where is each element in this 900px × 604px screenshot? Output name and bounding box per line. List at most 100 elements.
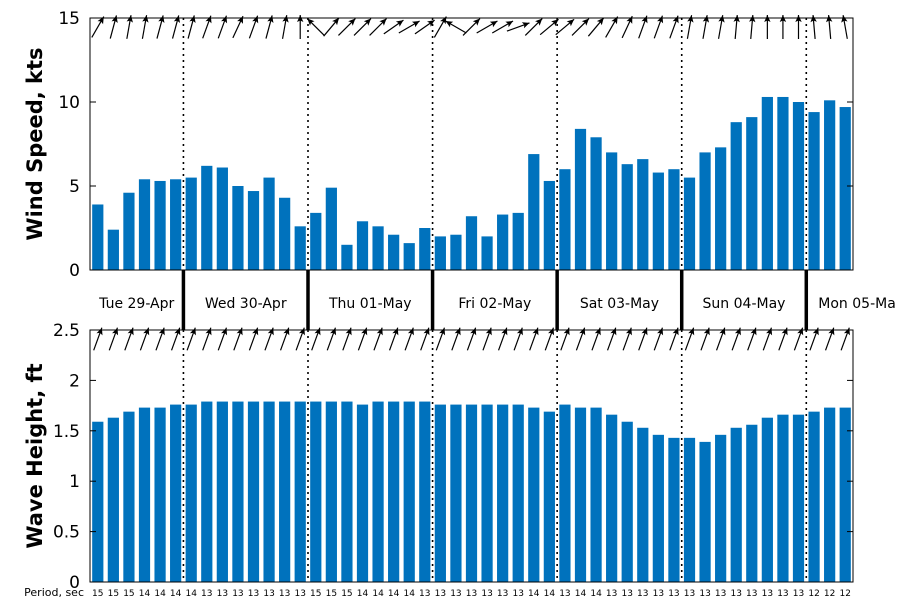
- wind-bar: [154, 180, 166, 270]
- wind-direction-arrow: [126, 15, 133, 39]
- wind-bar: [497, 214, 509, 270]
- wave-bar: [559, 404, 571, 582]
- wind-bar: [107, 229, 119, 270]
- wind-bar: [341, 244, 353, 270]
- wind-ytick-label: 5: [69, 177, 80, 197]
- wind-bar: [652, 172, 664, 270]
- period-value: 14: [590, 589, 602, 599]
- day-label: Sat 03-May: [580, 296, 659, 312]
- wind-bar: [185, 177, 197, 270]
- wind-bar: [465, 216, 478, 270]
- wind-bar: [715, 147, 727, 270]
- wind-direction-arrow: [171, 15, 181, 39]
- wave-bar: [839, 407, 851, 582]
- period-value: 13: [201, 589, 212, 599]
- wind-direction-arrow: [156, 15, 165, 39]
- wind-direction-arrow: [749, 14, 756, 40]
- wind-bar: [528, 154, 540, 270]
- wind-direction-arrow: [414, 19, 435, 35]
- wind-bar: [574, 128, 587, 270]
- period-value: 13: [497, 589, 508, 599]
- wind-bar: [263, 177, 275, 270]
- wave-bar: [637, 427, 649, 582]
- period-value: 13: [419, 589, 430, 599]
- wave-bar: [310, 401, 322, 582]
- wind-bar: [777, 96, 789, 271]
- period-value: 14: [575, 589, 587, 599]
- wave-bar: [761, 417, 773, 582]
- wind-bar: [450, 234, 462, 270]
- wave-bar: [294, 401, 306, 582]
- wave-bar: [574, 407, 587, 582]
- wind-direction-arrow: [539, 18, 559, 36]
- wave-axes-box: [89, 329, 854, 583]
- period-value: 13: [450, 589, 461, 599]
- wave-bar: [730, 427, 742, 582]
- wave-bar: [201, 401, 213, 582]
- wind-direction-arrow: [187, 15, 196, 39]
- wave-bar: [699, 441, 711, 582]
- period-value: 13: [606, 589, 617, 599]
- wave-bar: [606, 414, 618, 582]
- wave-bar: [715, 434, 727, 582]
- wind-bar: [247, 191, 260, 270]
- wind-bar: [590, 137, 602, 270]
- period-value: 13: [466, 589, 477, 599]
- wind-bar: [92, 204, 104, 270]
- period-value: 15: [92, 589, 103, 599]
- wave-bar: [419, 401, 431, 582]
- wind-bar: [325, 187, 337, 270]
- wave-bar: [372, 401, 384, 582]
- period-value: 15: [341, 589, 352, 599]
- wind-direction-arrow: [445, 20, 467, 34]
- wave-bar: [808, 411, 820, 582]
- wave-ytick-label: 1.5: [53, 422, 80, 442]
- wind-bar: [606, 152, 618, 270]
- wind-direction-arrow: [702, 15, 710, 39]
- wave-bar: [247, 401, 260, 582]
- wind-bar: [621, 164, 633, 270]
- period-value: 15: [108, 589, 119, 599]
- wind-bar: [138, 179, 151, 270]
- period-value: 14: [154, 589, 166, 599]
- period-value: 14: [185, 589, 197, 599]
- wave-bar: [279, 401, 291, 582]
- wind-bar: [824, 100, 836, 270]
- wind-bar: [668, 169, 680, 270]
- wind-direction-arrow: [733, 14, 740, 40]
- wave-bar: [792, 414, 805, 582]
- period-value: 15: [326, 589, 337, 599]
- wind-direction-arrow: [433, 16, 447, 38]
- period-value: 13: [248, 589, 259, 599]
- wind-bar: [372, 226, 384, 270]
- wind-direction-arrow: [524, 18, 543, 36]
- day-label: Sun 04-May: [703, 296, 786, 312]
- wind-direction-arrow: [605, 16, 619, 38]
- period-value: 13: [294, 589, 305, 599]
- period-value: 13: [746, 589, 757, 599]
- wind-direction-arrow: [717, 15, 725, 39]
- wind-direction-arrow: [297, 15, 304, 39]
- day-label: Mon 05-Ma: [818, 296, 896, 312]
- wave-bar: [216, 401, 228, 582]
- wind-direction-arrow: [141, 15, 149, 39]
- wind-bar: [699, 152, 711, 270]
- wave-bar: [325, 401, 337, 582]
- wind-bar: [746, 117, 758, 271]
- wind-bar: [403, 243, 415, 270]
- wind-direction-arrow: [369, 18, 387, 36]
- period-value: 14: [357, 589, 369, 599]
- wind-bar: [123, 192, 135, 270]
- wind-bar: [170, 179, 182, 270]
- wind-direction-arrow: [587, 17, 605, 37]
- wind-direction-arrow: [571, 18, 590, 36]
- period-value: 13: [684, 589, 695, 599]
- wave-bar: [388, 401, 400, 582]
- wind-bar: [512, 212, 524, 270]
- period-value: 13: [512, 589, 523, 599]
- wind-direction-arrow: [109, 15, 118, 39]
- period-value: 12: [808, 589, 819, 599]
- period-value: 13: [621, 589, 632, 599]
- period-value: 15: [310, 589, 321, 599]
- wind-bar: [388, 234, 400, 270]
